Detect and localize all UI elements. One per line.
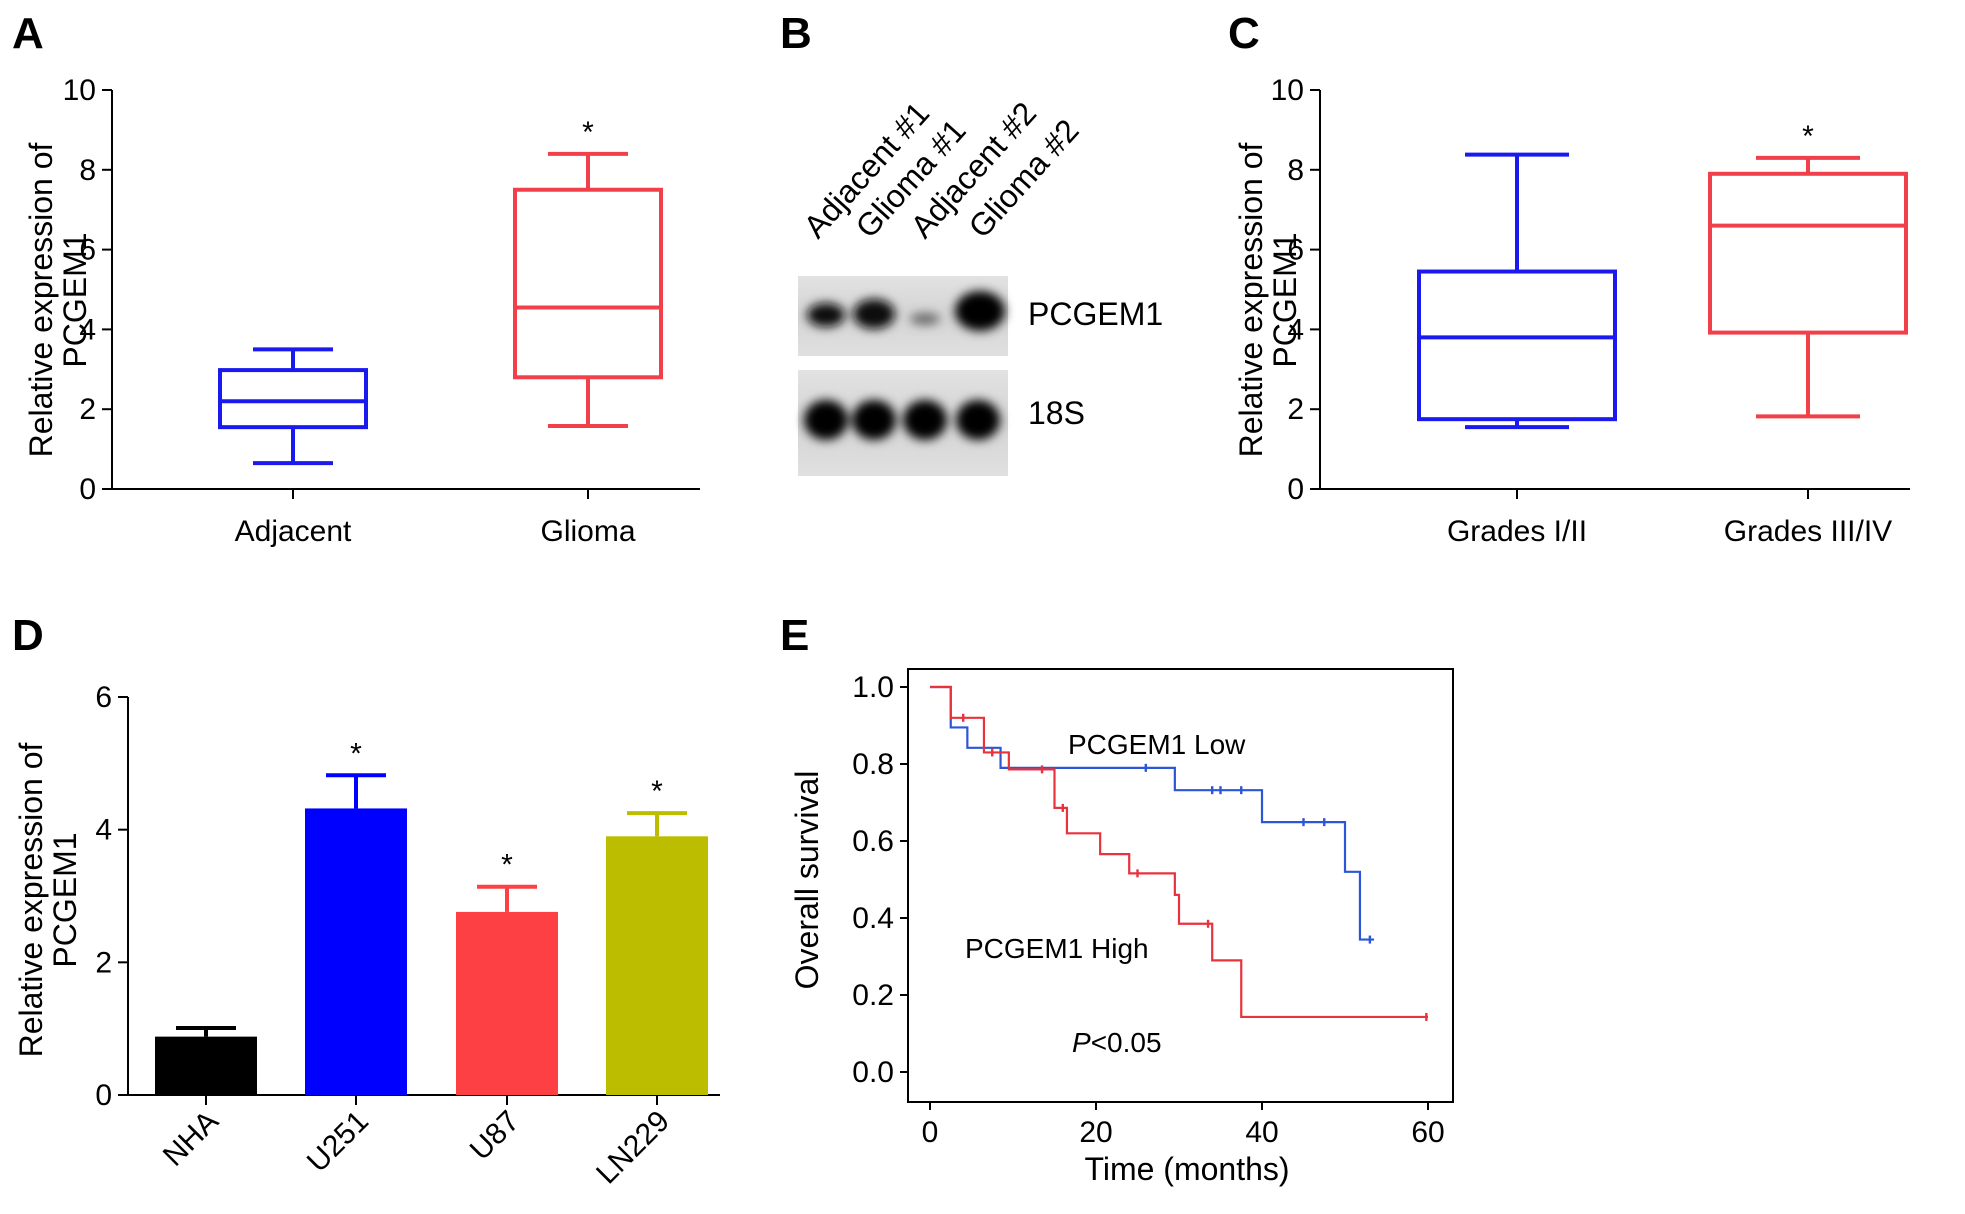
panel-a-ylabel-line2: PCGEM1 [57,232,93,367]
panel-c-ylabel-line1: Relative expression of [1233,142,1269,457]
panel-letter-e: E [780,611,809,660]
pvalue-annotation: P<0.05 [1072,1027,1162,1058]
panel-c-ytick-label: 4 [1287,313,1304,346]
panel-d-bar [155,1036,257,1095]
panel-c-box-chart: Relative expression of PCGEM1 0 2 4 6 8 10 Gra… [1233,74,1910,548]
panel-c-significance-star: * [1802,120,1814,153]
panel-e-ytick-label: 1.0 [852,671,894,704]
panel-e-xtick-label: 20 [1079,1116,1112,1149]
panel-letter-a: A [12,9,44,58]
panel-d-significance-star: * [501,849,513,882]
panel-a-xtick-label: Adjacent [235,515,352,548]
panel-d-xtick-label: NHA [157,1105,225,1173]
panel-a-ytick-label: 0 [79,473,96,506]
pvalue-prefix: P [1072,1027,1091,1058]
panel-e-xtick-label: 0 [922,1116,939,1149]
panel-a-box [218,368,368,430]
panel-c-ytick-label: 10 [1271,74,1304,107]
panel-a-box-chart: Relative expression of PCGEM1 0 2 4 6 8 10 Adj… [23,74,700,548]
panel-d-xtick-label: LN229 [590,1105,676,1191]
panel-d-ylabel-line1: Relative expression of [13,742,49,1057]
panel-d-ytick-label: 2 [95,946,112,979]
panel-letter-c: C [1228,9,1260,58]
panel-e-xlabel: Time (months) [1084,1151,1289,1187]
panel-d-bar [606,836,708,1095]
blot-bands-18s [804,400,1000,440]
panel-e-ytick-label: 0.8 [852,748,894,781]
panel-e-ylabel: Overall survival [789,771,825,990]
panel-letter-b: B [780,9,812,58]
panel-c-xtick-label: Grades I/II [1447,515,1587,548]
panel-d-ytick-label: 4 [95,814,112,847]
series-label-low: PCGEM1 Low [1068,729,1246,760]
panel-d-bar [305,808,407,1095]
pvalue-rest: <0.05 [1091,1027,1162,1058]
panel-d-bar [456,911,558,1095]
panel-c-ylabel-line2: PCGEM1 [1267,232,1303,367]
panel-d-significance-star: * [651,775,663,808]
blot-band-label-pcgem1: PCGEM1 [1028,296,1163,332]
panel-d-xtick-label: U251 [301,1105,375,1179]
panel-letter-d: D [12,611,44,660]
panel-c-ytick-label: 8 [1287,154,1304,187]
panel-d-ylabel-line2: PCGEM1 [47,832,83,967]
panel-e-ytick-label: 0.6 [852,825,894,858]
panel-e-survival-chart: Overall survival Time (months) PCGEM1 Lo… [789,668,1454,1187]
panel-d-ytick-label: 0 [95,1079,112,1112]
panel-d-xtick-label: U87 [464,1105,526,1167]
panel-c-box [1417,269,1617,422]
panel-a-ytick-label: 2 [79,393,96,426]
panel-e-ytick-label: 0.4 [852,902,894,935]
panel-e-plot-frame [907,668,1454,1103]
panel-a-ytick-label: 4 [79,313,96,346]
panel-e-ytick-label: 0.0 [852,1056,894,1089]
panel-c-box [1708,171,1908,335]
panel-e-xtick-label: 40 [1245,1116,1278,1149]
panel-a-ytick-label: 6 [79,234,96,267]
survival-curve-high [930,685,1428,1019]
panel-e-xtick-label: 60 [1411,1116,1444,1149]
panel-d-significance-star: * [350,737,362,770]
panel-c-xtick-label: Grades III/IV [1724,515,1892,548]
panel-b-blot: Adjacent #1 Glioma #1 Adjacent #2 Glioma… [796,95,1163,476]
panel-a-significance-star: * [582,116,594,149]
blot-band-label-18s: 18S [1028,395,1085,431]
panel-a-box [513,187,663,380]
panel-e-ytick-label: 0.2 [852,979,894,1012]
panel-a-ytick-label: 8 [79,154,96,187]
panel-c-ytick-label: 2 [1287,393,1304,426]
blot-bands-pcgem1 [807,291,1005,331]
panel-a-xtick-label: Glioma [540,515,635,548]
series-label-high: PCGEM1 High [965,933,1149,964]
panel-c-ytick-label: 0 [1287,473,1304,506]
panel-a-ylabel-line1: Relative expression of [23,142,59,457]
panel-c-ytick-label: 6 [1287,234,1304,267]
panel-d-ytick-label: 6 [95,681,112,714]
panel-a-ytick-label: 10 [63,74,96,107]
panel-d-bar-chart: Relative expression of PCGEM1 0 2 4 6 NHA * U2… [13,681,720,1190]
survival-curve-low [930,685,1375,941]
